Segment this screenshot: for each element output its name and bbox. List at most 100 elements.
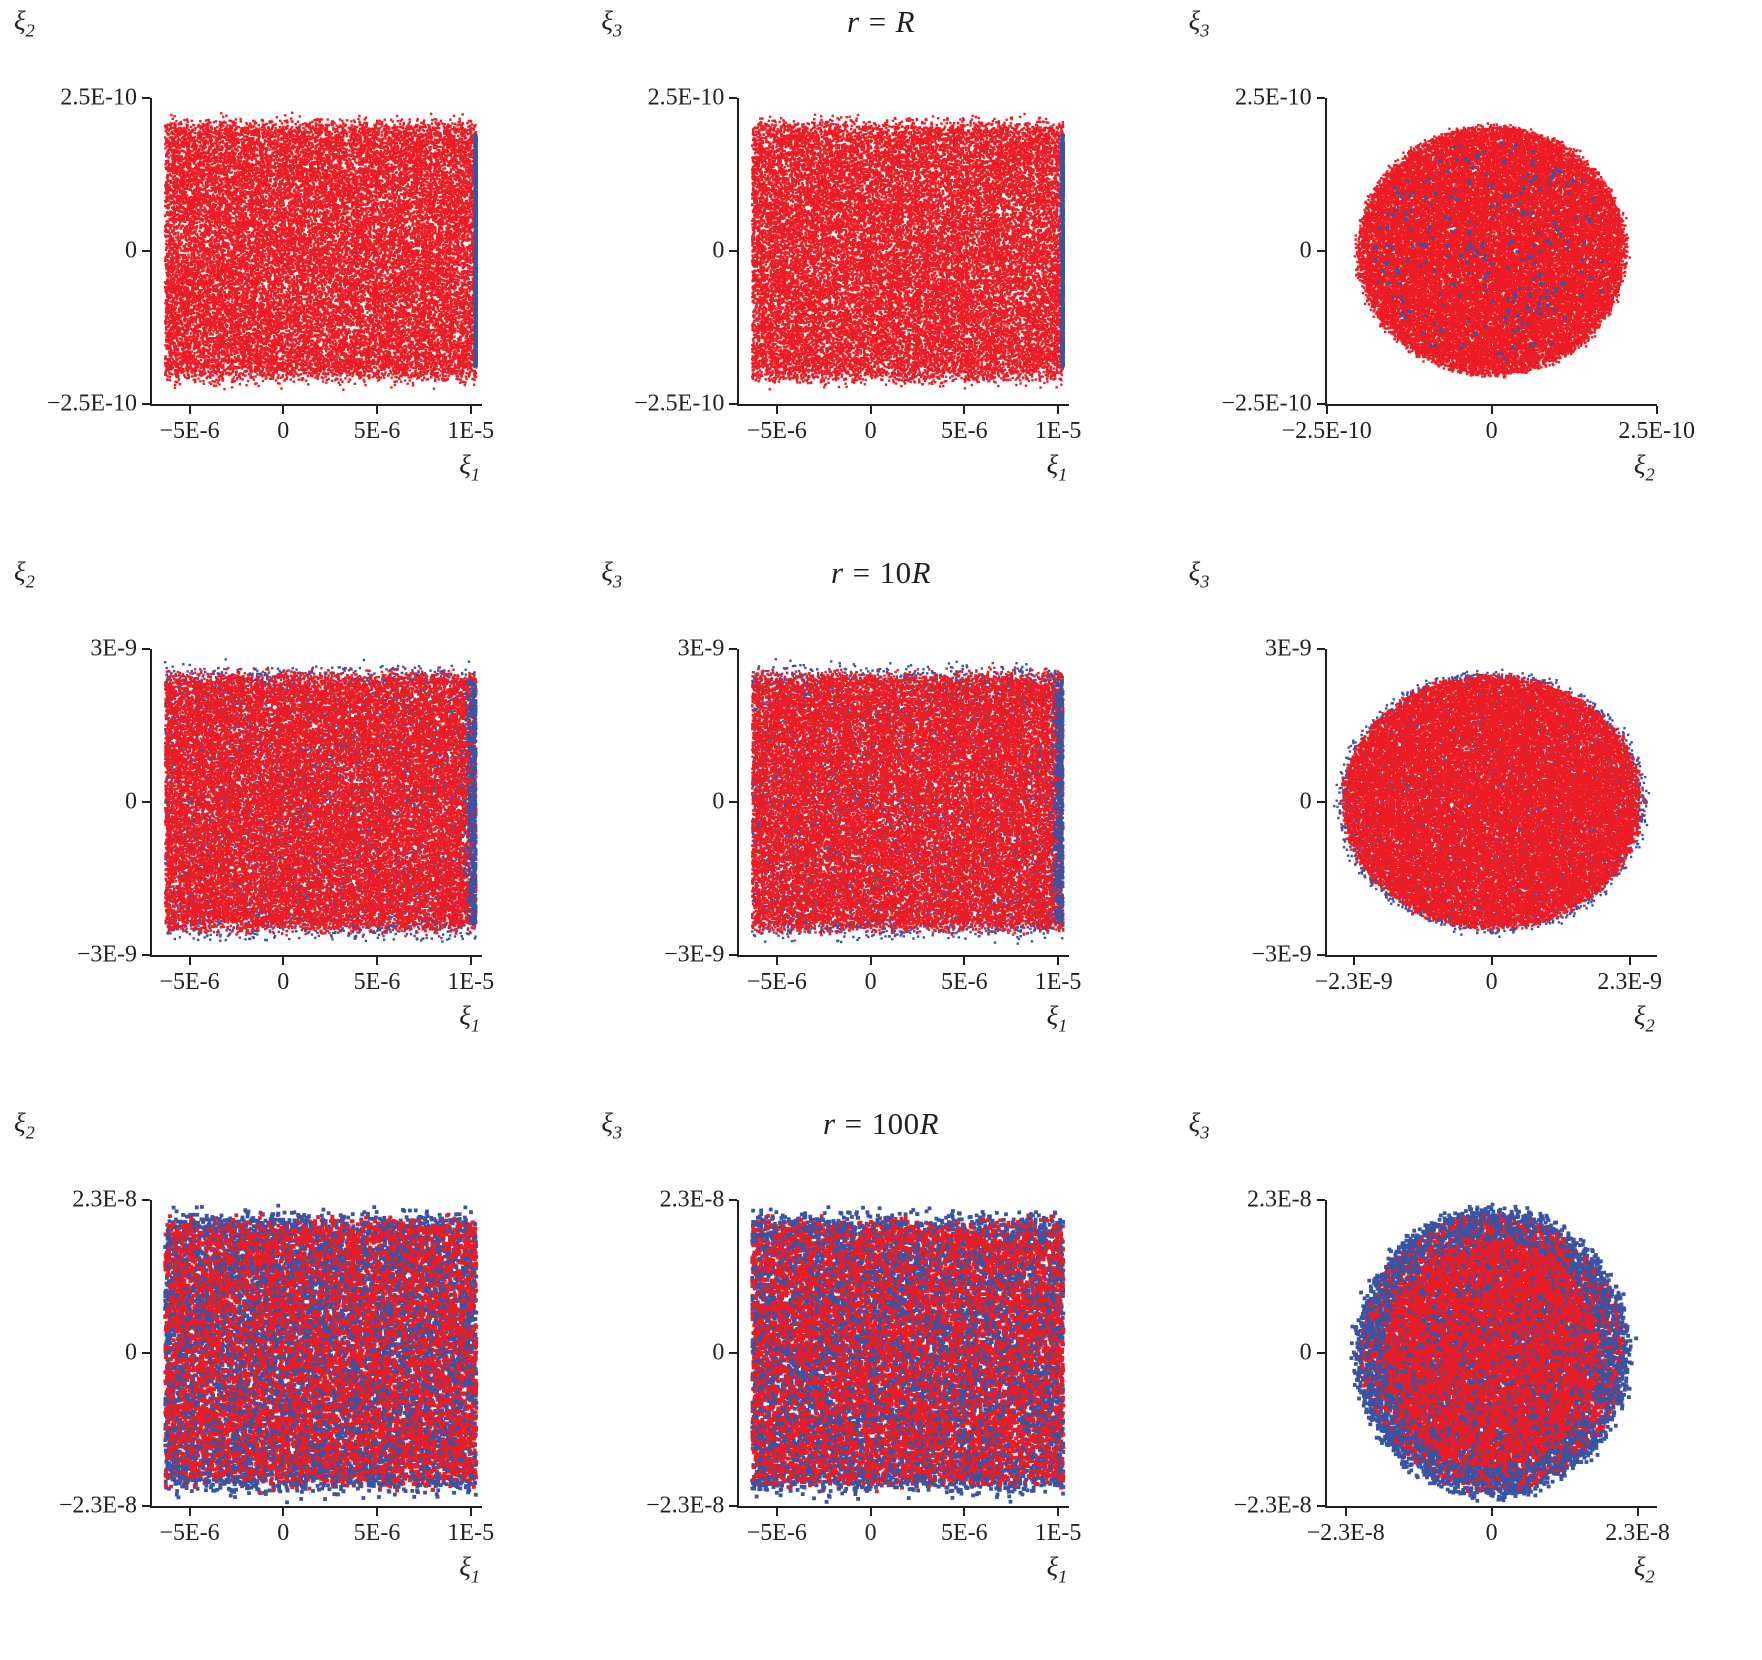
- y-axis-label: ξ2: [14, 1108, 35, 1143]
- x-axis-label-symbol: ξ: [1046, 1552, 1059, 1582]
- scatter-panel-xi3-vs-xi1-at-r-R: ξ3 −5E-6 0 5E-6 1E-5 2.5E-10 0 −2.5E-10 ξ1: [587, 2, 1174, 553]
- row-title-variable: r: [823, 1106, 836, 1141]
- x-tick-mark: [963, 1508, 966, 1516]
- x-axis-label-symbol: ξ: [459, 1001, 471, 1031]
- y-tick-mark: [142, 1352, 150, 1354]
- x-tick-mark: [775, 957, 778, 965]
- x-tick-mark: [775, 406, 778, 414]
- y-axis-label-symbol: ξ: [1188, 1108, 1201, 1138]
- x-axis-label: ξ1: [150, 450, 480, 485]
- x-tick-label: −5E-6: [159, 418, 220, 444]
- plot-area: −5E-6 0 5E-6 1E-5 3E-9 0 −3E-9: [664, 636, 1081, 996]
- x-axis-label-subscript: 2: [1645, 1015, 1655, 1036]
- y-axis-label: ξ3: [601, 557, 622, 592]
- x-axis-label-subscript: 1: [470, 1015, 480, 1036]
- y-tick-label: 0: [125, 1339, 137, 1366]
- x-tick-mark: [1655, 406, 1658, 414]
- x-tick-label: 1E-5: [1034, 969, 1082, 995]
- x-tick-mark: [282, 1508, 285, 1516]
- x-tick-label: 5E-6: [941, 1520, 988, 1546]
- scatter-panel-xi2-vs-xi1-at-r-R: ξ2 −5E-6 0 5E-6 1E-5 2.5E-10 0 −2.5E-10 ξ1: [0, 2, 587, 553]
- x-tick-mark: [869, 957, 872, 965]
- row-title: r = 10R: [0, 555, 1762, 591]
- x-tick-label: −2.5E-10: [1281, 418, 1372, 444]
- y-axis-label-symbol: ξ: [601, 6, 613, 36]
- figure-row: r = R ξ2 −5E-6 0 5E-6 1E-5 2.5E-10 0 −2.5E-10 ξ1…: [0, 2, 1762, 553]
- plot-area: −5E-6 0 5E-6 1E-5 2.3E-8 0 −2.3E-8: [59, 1187, 494, 1547]
- y-tick-label: −2.5E-10: [634, 390, 725, 417]
- x-axis-label: ξ1: [150, 1001, 480, 1036]
- x-tick-mark: [1057, 957, 1060, 965]
- plot-area: −2.5E-10 0 2.5E-10 2.5E-10 0 −2.5E-10: [1221, 85, 1695, 445]
- y-axis-label: ξ3: [601, 1108, 622, 1143]
- y-axis-label-subscript: 3: [612, 20, 623, 41]
- x-tick-label: 5E-6: [941, 969, 988, 995]
- y-tick-mark: [142, 97, 150, 99]
- y-tick-mark: [1316, 250, 1325, 252]
- y-tick-mark: [142, 403, 150, 405]
- y-tick-mark: [1316, 403, 1325, 405]
- row-title-variable: r: [847, 4, 860, 39]
- y-tick-label: −2.3E-8: [646, 1492, 725, 1519]
- scatter-canvas: [1326, 1200, 1657, 1506]
- plot-area: −5E-6 0 5E-6 1E-5 2.5E-10 0 −2.5E-10: [634, 85, 1081, 445]
- scatter-panel-xi3-vs-xi1-at-r-100R: ξ3 −5E-6 0 5E-6 1E-5 2.3E-8 0 −2.3E-8 ξ1: [587, 1104, 1174, 1655]
- x-tick-mark: [282, 406, 285, 414]
- y-tick-mark: [729, 801, 738, 803]
- x-axis-label-symbol: ξ: [1046, 450, 1059, 480]
- y-tick-label: 2.3E-8: [659, 1186, 725, 1213]
- x-tick-label: 1E-5: [447, 969, 495, 995]
- x-axis-label: ξ2: [1325, 1552, 1655, 1587]
- x-tick-label: −2.3E-9: [1314, 969, 1393, 995]
- x-tick-mark: [869, 1508, 872, 1516]
- y-tick-mark: [1316, 1352, 1325, 1354]
- x-axis-label: ξ2: [1325, 450, 1655, 485]
- y-axis-label: ξ3: [601, 6, 622, 41]
- row-panels: ξ2 −5E-6 0 5E-6 1E-5 2.5E-10 0 −2.5E-10 ξ1 ξ3 …: [0, 2, 1762, 553]
- y-tick-mark: [142, 1505, 150, 1507]
- y-axis-label-subscript: 3: [1200, 571, 1210, 592]
- y-axis-label-subscript: 3: [612, 571, 623, 592]
- row-title: r = R: [0, 4, 1762, 40]
- y-tick-mark: [1316, 954, 1325, 956]
- x-tick-label: 0: [1485, 969, 1498, 995]
- scatter-canvas: [1326, 649, 1657, 955]
- x-tick-label: −5E-6: [159, 1520, 220, 1546]
- y-tick-mark: [142, 801, 150, 803]
- x-tick-mark: [1490, 957, 1493, 965]
- x-tick-mark: [1344, 1508, 1347, 1516]
- y-axis-label-subscript: 3: [1200, 1122, 1210, 1143]
- plot-area: −5E-6 0 5E-6 1E-5 2.3E-8 0 −2.3E-8: [646, 1187, 1081, 1547]
- row-title-radius-symbol: R: [895, 4, 915, 39]
- y-tick-label: −3E-9: [664, 941, 725, 968]
- y-tick-mark: [729, 648, 738, 650]
- x-tick-mark: [1325, 406, 1328, 414]
- x-axis-label-symbol: ξ: [1633, 1001, 1646, 1031]
- scatter-panel-xi3-vs-xi1-at-r-10R: ξ3 −5E-6 0 5E-6 1E-5 3E-9 0 −3E-9 ξ1: [587, 553, 1174, 1104]
- y-axis-label-subscript: 2: [25, 20, 35, 41]
- y-tick-label: −2.5E-10: [46, 390, 137, 417]
- x-axis-label-subscript: 1: [470, 464, 480, 485]
- x-tick-mark: [469, 957, 472, 965]
- y-tick-label: 0: [1299, 237, 1312, 264]
- y-tick-mark: [142, 954, 150, 956]
- y-tick-label: 2.3E-8: [1247, 1186, 1312, 1213]
- scatter-canvas: [1326, 98, 1657, 404]
- scatter-panel-xi2-vs-xi1-at-r-10R: ξ2 −5E-6 0 5E-6 1E-5 3E-9 0 −3E-9 ξ1: [0, 553, 587, 1104]
- x-tick-label: −5E-6: [746, 969, 807, 995]
- y-tick-label: 2.5E-10: [60, 84, 137, 111]
- x-tick-mark: [376, 406, 378, 414]
- y-axis-label-symbol: ξ: [14, 557, 26, 587]
- x-axis-label: ξ1: [737, 1001, 1068, 1036]
- x-tick-label: −5E-6: [746, 1520, 807, 1546]
- y-axis-label-symbol: ξ: [14, 1108, 26, 1138]
- plot-area: −2.3E-8 0 2.3E-8 2.3E-8 0 −2.3E-8: [1233, 1187, 1669, 1547]
- x-axis-label-symbol: ξ: [1633, 450, 1646, 480]
- x-tick-mark: [282, 957, 285, 965]
- x-axis-label-subscript: 1: [470, 1566, 480, 1587]
- y-axis-label-subscript: 3: [612, 1122, 623, 1143]
- y-tick-mark: [142, 648, 150, 650]
- x-tick-label: 0: [864, 418, 877, 444]
- x-tick-mark: [963, 957, 966, 965]
